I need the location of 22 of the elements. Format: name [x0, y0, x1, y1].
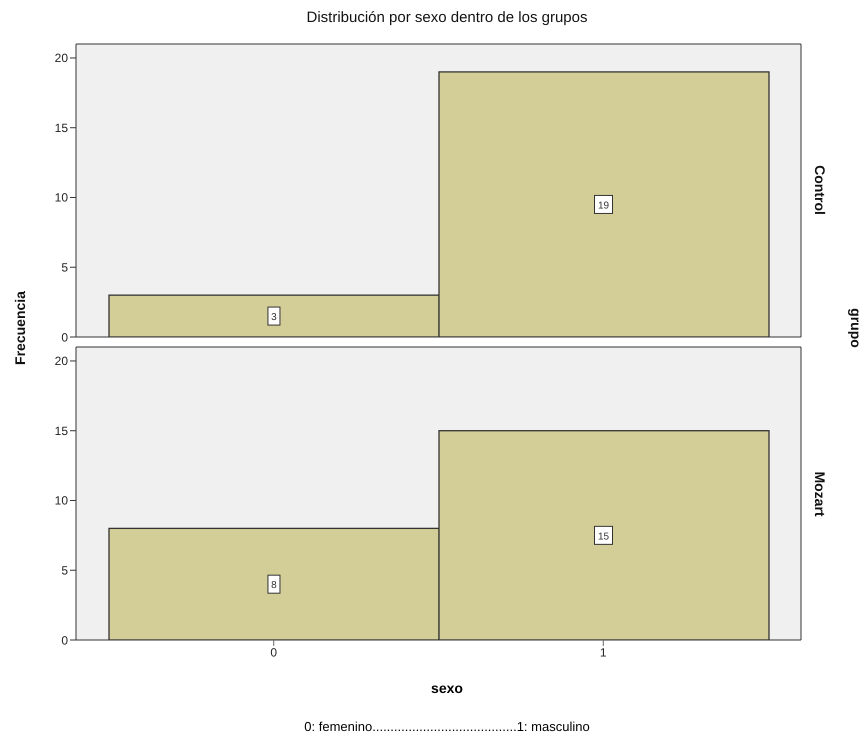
y-tick-label: 15: [54, 424, 68, 438]
y-tick-label: 5: [61, 260, 68, 274]
y2-axis-title: grupo: [848, 308, 864, 348]
text: Control: [812, 165, 828, 215]
data-label: 8: [271, 580, 278, 592]
y-tick-label: 0: [61, 330, 68, 344]
chart-title: Distribución por sexo dentro de los grupos: [306, 9, 588, 26]
y-axis-title: Frecuencia: [12, 291, 28, 365]
text: Mozart: [812, 471, 828, 517]
y-tick-label: 15: [54, 120, 68, 135]
x-axis-title: sexo: [430, 680, 464, 696]
y-tick-label: 20: [54, 354, 68, 368]
y-tick-label: 0: [61, 633, 68, 648]
y-tick-label: 10: [54, 494, 68, 508]
y-tick-label: 10: [54, 190, 68, 205]
data-label: 15: [598, 531, 610, 542]
data-label: 3: [271, 312, 278, 324]
x-tick-label: 1: [600, 646, 607, 660]
text: 0: femenino........................................1: masculino: [303, 719, 591, 734]
y-tick-label: 5: [61, 564, 68, 578]
y-tick-label: 20: [54, 51, 68, 66]
data-label: 19: [598, 200, 610, 212]
